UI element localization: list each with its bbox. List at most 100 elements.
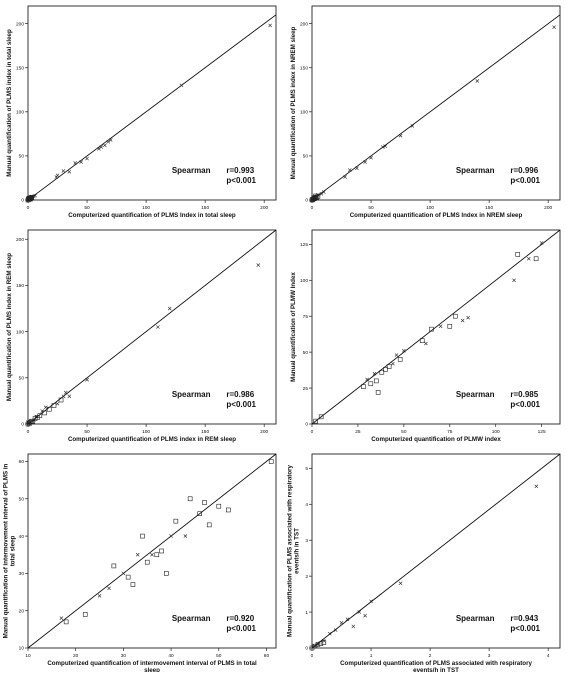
data-point-square (314, 195, 320, 200)
chart-svg: 10 20 30 40 50 60 10 20 30 40 50 60 Spearman r=0.920p… (3, 453, 277, 674)
chart-svg: 0 50 100 150 200 0 50 100 150 200 Spearman r=0.996p… (290, 5, 561, 219)
y-tick-label: 150 (16, 65, 24, 71)
data-point-cross (339, 621, 344, 625)
data-point-cross (355, 166, 359, 171)
chart-svg: 0 50 100 150 200 0 50 100 150 200 Spearman r=0.993p… (6, 5, 277, 219)
fit-line (28, 14, 276, 200)
x-tick-label: 50 (216, 653, 222, 659)
data-point-cross (398, 133, 403, 138)
x-tick-label: 0 (27, 429, 30, 435)
x-tick-label: 200 (260, 205, 268, 211)
y-tick-label: 20 (19, 608, 25, 614)
y-tick-label: 2 (305, 574, 308, 580)
data-point-square (226, 507, 231, 513)
data-point-square (206, 522, 212, 528)
data-point-square (375, 390, 381, 395)
x-tick-label: 0 (27, 205, 30, 211)
r-value: r=0.943 (510, 614, 538, 623)
data-point-cross (28, 422, 33, 426)
y-axis-label: Manual quantification of PLMS index in N… (290, 26, 297, 179)
data-point-cross (79, 160, 83, 164)
y-tick-label: 50 (19, 376, 25, 382)
x-tick-label: 100 (492, 429, 500, 435)
x-tick-label: 50 (368, 205, 374, 211)
data-point-cross (268, 23, 272, 28)
y-tick-label: 3 (305, 538, 308, 544)
data-point-square (368, 381, 374, 387)
x-axis-label: Computerized quantification of PLMW inde… (371, 436, 501, 443)
data-point-square (173, 518, 179, 524)
y-tick-label: 0 (305, 422, 308, 428)
x-tick-label: 0 (311, 653, 314, 659)
y-tick-label: 50 (19, 154, 25, 160)
data-point-cross (381, 145, 385, 149)
data-point-cross (97, 147, 101, 151)
data-point-cross (526, 256, 531, 261)
x-tick-label: 100 (426, 205, 434, 211)
x-tick-label: 10 (25, 653, 31, 659)
data-point-cross (402, 348, 406, 353)
data-point-square (397, 357, 403, 362)
y-tick-label: 50 (19, 496, 25, 502)
x-axis-label: Computerized quantification of PLMS Inde… (350, 212, 523, 219)
data-point-cross (107, 586, 111, 591)
plot-frame (27, 453, 277, 649)
x-tick-label: 50 (84, 429, 90, 435)
x-tick-label: 50 (84, 205, 90, 211)
data-point-square (37, 413, 43, 418)
data-point-cross (394, 353, 399, 357)
chart-svg: 0 25 50 75 100 125 0 25 50 75 100 125 Spearman r=0.98… (290, 229, 561, 443)
data-point-cross (321, 190, 326, 194)
data-point-cross (73, 161, 78, 165)
data-point-square (318, 414, 324, 420)
x-tick-label: 3 (488, 653, 491, 659)
x-tick-label: 200 (260, 429, 268, 435)
y-tick-label: 4 (305, 502, 308, 508)
data-point-cross (316, 192, 320, 197)
data-point-cross (59, 616, 64, 620)
data-point-cross (183, 534, 188, 538)
data-point-cross (363, 160, 367, 164)
fit-line (312, 454, 560, 648)
data-point-cross (343, 175, 347, 179)
p-value: p<0.001 (510, 400, 540, 409)
data-point-square (58, 397, 64, 403)
chart-panel-3: 0 50 100 150 200 0 50 100 150 200 Spearman r=0.986 p… (0, 224, 283, 448)
r-value: r=0.985 (510, 390, 538, 399)
data-point-square (164, 571, 169, 576)
x-tick-label: 0 (311, 205, 314, 211)
x-axis-label: Computerized quantification of PLMS asso… (340, 660, 532, 667)
x-tick-label: 50 (401, 429, 407, 435)
chart-panel-4: 0 25 50 75 100 125 0 25 50 75 100 125 Spearman r=0.98… (284, 224, 567, 448)
fit-line (312, 14, 560, 200)
data-point-cross (67, 394, 72, 399)
data-point-cross (539, 241, 544, 245)
y-axis-label: total sleep (10, 535, 17, 566)
y-tick-label: 100 (300, 110, 308, 116)
x-tick-label: 150 (201, 429, 209, 435)
r-value: r=0.993 (226, 166, 254, 175)
data-point-cross (552, 25, 556, 29)
data-point-cross (106, 139, 111, 144)
data-point-square (216, 503, 222, 509)
data-point-cross (333, 628, 338, 632)
data-point-square (383, 367, 388, 372)
y-tick-label: 200 (16, 21, 24, 27)
data-point-square (386, 364, 392, 369)
data-point-cross (102, 143, 107, 148)
x-axis-label: events/h in TST (413, 667, 459, 672)
data-point-cross (121, 571, 126, 576)
spearman-label: Spearman (456, 390, 495, 399)
y-axis-label: Manual quantification of intermovement i… (3, 463, 10, 638)
y-tick-label: 200 (300, 21, 308, 27)
chart-panel-1: 0 50 100 150 200 0 50 100 150 200 Spearman r=0.993 p… (0, 0, 283, 224)
plot-frame (311, 453, 561, 649)
data-point-square (361, 384, 366, 389)
data-point-square (313, 193, 318, 199)
data-point-cross (466, 315, 470, 320)
x-tick-label: 1 (370, 653, 373, 659)
y-tick-label: 200 (16, 237, 24, 243)
data-point-cross (26, 420, 30, 424)
y-tick-label: 10 (19, 646, 25, 652)
y-axis-label: Manual quantification of PLMW Index (290, 272, 297, 382)
